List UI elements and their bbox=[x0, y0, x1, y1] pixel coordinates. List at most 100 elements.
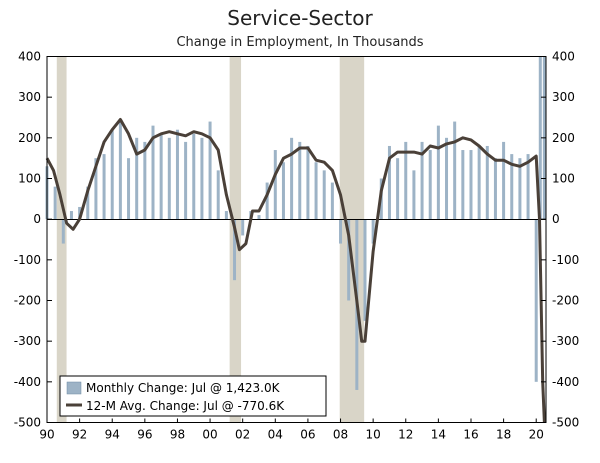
x-tick-label: 04 bbox=[268, 428, 283, 442]
monthly-bar bbox=[208, 121, 212, 220]
monthly-bar bbox=[184, 141, 188, 220]
monthly-bar bbox=[534, 219, 538, 382]
monthly-bar bbox=[518, 158, 522, 220]
y-axis-right: 400 300 200 100 0 -100 -200 -300 -400 -500 bbox=[541, 50, 579, 430]
monthly-bar bbox=[61, 219, 65, 244]
x-tick-label: 96 bbox=[137, 428, 152, 442]
recession-band-2 bbox=[339, 56, 365, 423]
y-axis-left: 400 300 200 100 0 -100 -200 -300 -400 -500 bbox=[14, 50, 52, 430]
monthly-bar bbox=[135, 137, 139, 220]
y-tick-label-left: 400 bbox=[18, 50, 41, 64]
monthly-bar bbox=[339, 219, 343, 244]
monthly-bar bbox=[469, 150, 473, 220]
y-tick-label-right: 0 bbox=[552, 212, 560, 226]
legend: Monthly Change: Jul @ 1,423.0K 12-M Avg.… bbox=[59, 375, 327, 417]
monthly-bar bbox=[371, 219, 375, 244]
x-tick-label: 06 bbox=[300, 428, 315, 442]
monthly-bar bbox=[224, 211, 228, 220]
monthly-bar bbox=[330, 182, 334, 220]
monthly-bar bbox=[493, 158, 497, 220]
y-tick-label-right: -200 bbox=[552, 294, 579, 308]
monthly-bar bbox=[477, 145, 481, 220]
y-tick-label-left: 0 bbox=[33, 212, 41, 226]
chart-subtitle: Change in Employment, In Thousands bbox=[176, 35, 423, 50]
x-tick-label: 18 bbox=[496, 428, 511, 442]
monthly-bar bbox=[175, 129, 179, 220]
monthly-bar bbox=[314, 162, 318, 220]
monthly-bar bbox=[78, 206, 82, 220]
recession-shading bbox=[56, 56, 365, 423]
monthly-bar bbox=[412, 170, 416, 220]
monthly-bar bbox=[290, 137, 294, 220]
y-tick-label-left: -400 bbox=[14, 375, 41, 389]
monthly-bar bbox=[110, 129, 114, 220]
y-tick-label-left: 300 bbox=[18, 90, 41, 104]
x-tick-label: 02 bbox=[235, 428, 250, 442]
legend-label-monthly: Monthly Change: Jul @ 1,423.0K bbox=[86, 381, 281, 395]
y-tick-label-right: 400 bbox=[552, 50, 575, 64]
y-tick-label-left: -300 bbox=[14, 334, 41, 348]
monthly-bar bbox=[159, 133, 163, 220]
monthly-bar bbox=[192, 133, 196, 220]
monthly-bar bbox=[485, 145, 489, 220]
monthly-bar bbox=[453, 121, 457, 220]
monthly-bar bbox=[538, 56, 542, 220]
monthly-bar bbox=[526, 154, 530, 220]
monthly-bar bbox=[53, 186, 57, 220]
x-tick-label: 10 bbox=[366, 428, 381, 442]
monthly-bar bbox=[102, 154, 106, 220]
x-tick-label: 14 bbox=[431, 428, 446, 442]
monthly-bar bbox=[347, 219, 351, 301]
x-tick-label: 12 bbox=[398, 428, 413, 442]
monthly-bar bbox=[118, 121, 122, 220]
y-tick-label-right: 200 bbox=[552, 131, 575, 145]
monthly-bar bbox=[396, 158, 400, 220]
avg-change-line bbox=[45, 118, 546, 423]
y-tick-label-right: -500 bbox=[552, 416, 579, 430]
plot-frame bbox=[46, 56, 547, 423]
monthly-bar bbox=[298, 141, 302, 220]
y-tick-label-left: -200 bbox=[14, 294, 41, 308]
x-tick-label: 94 bbox=[105, 428, 120, 442]
x-tick-label: 98 bbox=[170, 428, 185, 442]
y-tick-label-right: 100 bbox=[552, 172, 575, 186]
monthly-bar bbox=[363, 219, 367, 321]
y-tick-label-right: 300 bbox=[552, 90, 575, 104]
legend-swatch-bars bbox=[66, 381, 82, 395]
monthly-bar bbox=[127, 158, 131, 220]
legend-box bbox=[59, 375, 327, 417]
monthly-bar bbox=[86, 186, 90, 220]
monthly-bar bbox=[445, 137, 449, 220]
monthly-bar bbox=[200, 137, 204, 220]
monthly-bar bbox=[461, 150, 465, 220]
monthly-bar bbox=[306, 145, 310, 220]
y-tick-label-right: -300 bbox=[552, 334, 579, 348]
y-tick-label-left: 200 bbox=[18, 131, 41, 145]
monthly-bar bbox=[151, 125, 155, 220]
x-tick-label: 20 bbox=[529, 428, 544, 442]
avg-change-series-line bbox=[45, 118, 546, 423]
chart-title: Service-Sector bbox=[227, 6, 373, 30]
monthly-bar bbox=[404, 141, 408, 220]
x-tick-label: 08 bbox=[333, 428, 348, 442]
legend-label-avg: 12-M Avg. Change: Jul @ -770.6K bbox=[86, 399, 285, 413]
monthly-bar bbox=[322, 170, 326, 220]
monthly-bar bbox=[428, 150, 432, 220]
monthly-bar bbox=[167, 137, 171, 220]
y-tick-label-left: -100 bbox=[14, 253, 41, 267]
monthly-bar bbox=[420, 141, 424, 220]
monthly-bar bbox=[436, 125, 440, 220]
monthly-bar bbox=[510, 154, 514, 220]
y-tick-label-right: -100 bbox=[552, 253, 579, 267]
x-tick-label: 92 bbox=[72, 428, 87, 442]
x-tick-label: 00 bbox=[202, 428, 217, 442]
monthly-bar bbox=[94, 158, 98, 220]
monthly-bar bbox=[502, 141, 506, 220]
monthly-bar bbox=[265, 182, 269, 220]
monthly-bar bbox=[281, 162, 285, 220]
y-tick-label-left: -500 bbox=[14, 416, 41, 430]
monthly-bar bbox=[69, 211, 73, 220]
monthly-bar bbox=[387, 145, 391, 220]
